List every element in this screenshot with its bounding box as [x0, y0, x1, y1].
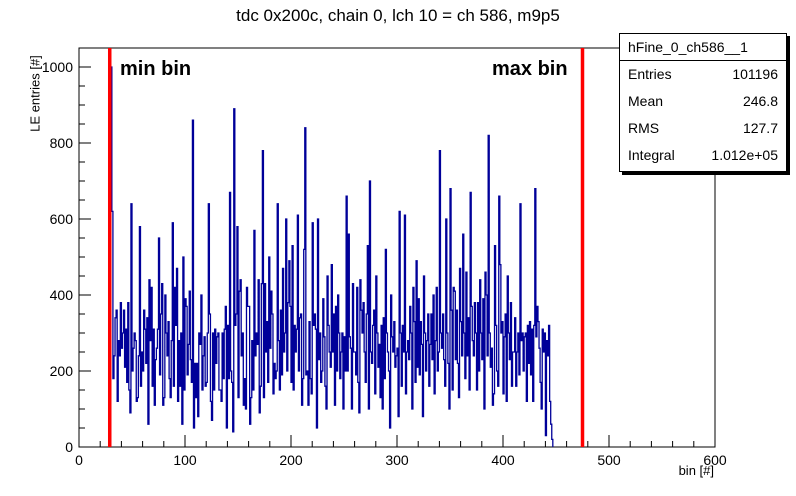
y-tick-label: 600 [50, 211, 74, 227]
max-bin-label: max bin [492, 58, 568, 80]
x-tick-label: 200 [279, 452, 303, 468]
y-tick-label: 800 [50, 135, 74, 151]
stats-value: 127.7 [742, 120, 778, 136]
stats-value: 101196 [732, 66, 778, 82]
min-bin-label: min bin [120, 58, 192, 80]
x-tick-label: 400 [491, 452, 515, 468]
stats-label: Mean [628, 93, 664, 109]
stats-box: hFine_0_ch586__1 Entries 101196 Mean 246… [619, 33, 787, 172]
stats-row-integral: Integral 1.012e+05 [620, 142, 786, 169]
stats-label: Integral [628, 147, 675, 163]
chart-title: tdc 0x200c, chain 0, lch 10 = ch 586, m9… [236, 6, 560, 25]
stats-title: hFine_0_ch586__1 [620, 34, 786, 61]
x-tick-label: 600 [703, 452, 727, 468]
y-tick-label: 200 [50, 363, 74, 379]
stats-value: 246.8 [742, 93, 778, 109]
stats-label: Entries [628, 66, 672, 82]
histogram-series [110, 66, 554, 447]
x-tick-label: 300 [385, 452, 409, 468]
stats-row-entries: Entries 101196 [620, 61, 786, 88]
y-tick-label: 400 [50, 287, 74, 303]
x-axis-label: bin [#] [678, 463, 714, 478]
x-tick-label: 0 [75, 452, 83, 468]
x-tick-label: 500 [597, 452, 621, 468]
stats-label: RMS [628, 120, 660, 136]
y-tick-label: 0 [65, 439, 73, 455]
x-tick-label: 100 [173, 452, 197, 468]
stats-row-mean: Mean 246.8 [620, 88, 786, 115]
stats-value: 1.012e+05 [711, 147, 778, 163]
stats-row-rms: RMS 127.7 [620, 115, 786, 142]
y-tick-label: 1000 [42, 59, 73, 75]
